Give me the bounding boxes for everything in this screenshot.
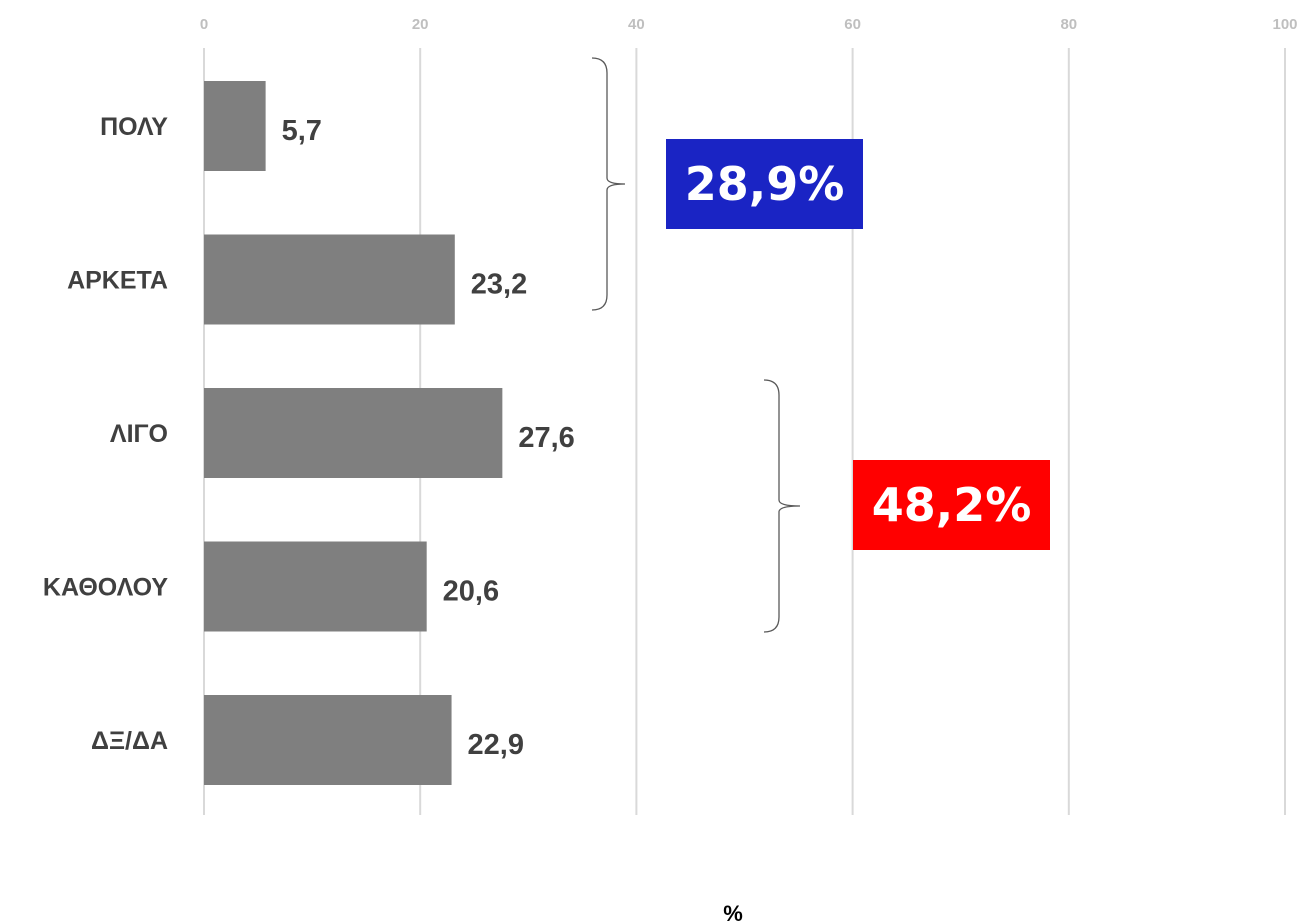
group-brace [763, 379, 801, 633]
bar [204, 695, 452, 785]
group-total-label: 28,9% [685, 157, 845, 211]
category-label: ΛΙΓΟ [110, 420, 168, 448]
bar [204, 81, 266, 171]
group-total-label: 48,2% [872, 478, 1032, 532]
data-label: 20,6 [443, 576, 499, 608]
bar [204, 541, 427, 632]
value-labels: 5,7 23,2 27,6 20,6 22,9 [282, 115, 575, 761]
bars [204, 81, 503, 785]
x-tick-label: 60 [844, 16, 861, 33]
category-label: ΑΡΚΕΤΑ [67, 267, 168, 295]
category-label: ΚΑΘΟΛΟΥ [43, 574, 168, 602]
bar [204, 234, 455, 325]
x-tick-label: 40 [628, 16, 645, 33]
x-tick-label: 20 [412, 16, 429, 33]
x-axis-ticks: 0 20 40 60 80 100 [200, 16, 1298, 33]
x-axis-label: % [723, 901, 743, 923]
x-tick-label: 80 [1060, 16, 1077, 33]
category-labels: ΠΟΛΥ ΑΡΚΕΤΑ ΛΙΓΟ ΚΑΘΟΛΟΥ ΔΞ/ΔΑ [43, 113, 168, 755]
data-label: 22,9 [468, 729, 524, 761]
data-label: 27,6 [518, 422, 574, 454]
x-tick-label: 100 [1272, 16, 1297, 33]
group-total-box [853, 460, 1050, 550]
category-label: ΔΞ/ΔΑ [91, 727, 168, 755]
group-brace [591, 57, 626, 311]
data-label: 5,7 [282, 115, 322, 147]
group-annotations: 28,9% 48,2% [591, 57, 1050, 633]
category-label: ΠΟΛΥ [100, 113, 168, 141]
group-total-box [666, 139, 863, 229]
bar [204, 388, 503, 478]
data-label: 23,2 [471, 269, 527, 301]
x-tick-label: 0 [200, 16, 208, 33]
